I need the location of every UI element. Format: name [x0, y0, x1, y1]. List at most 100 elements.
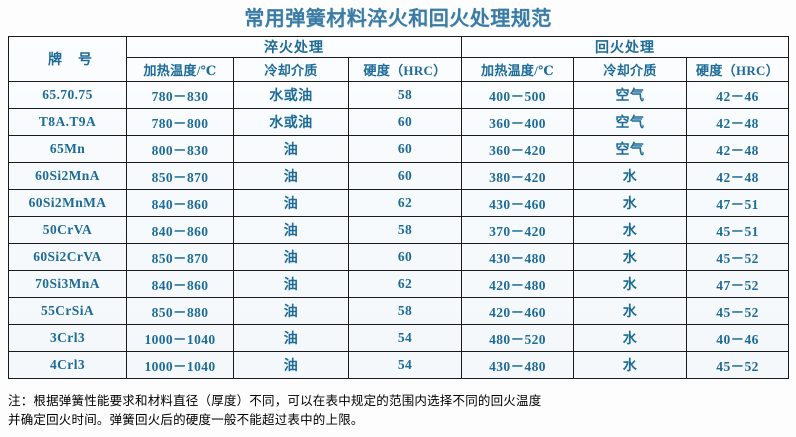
cell-quench-temp: 840－860 [126, 216, 234, 244]
cell-temper-medium: 空气 [573, 108, 688, 136]
cell-quench-medium: 油 [233, 243, 349, 271]
cell-brand: 50CrVA [8, 216, 127, 244]
cell-temper-temp: 400－500 [461, 81, 575, 109]
table-row: 70Si3MnA 840－860 油 62 420－480 水 47－52 [8, 270, 790, 298]
cell-temper-medium: 水 [573, 189, 688, 217]
cell-quench-medium: 水或油 [233, 108, 349, 136]
cell-temper-medium: 水 [573, 216, 688, 244]
cell-quench-hardness: 60 [347, 162, 463, 190]
cell-temper-temp: 360－420 [461, 135, 575, 163]
cell-temper-medium: 水 [573, 243, 688, 271]
footnote-line-2: 并确定回火时间。弹簧回火后的硬度一般不能超过表中的上限。 [8, 413, 364, 427]
cell-temper-temp: 430－480 [461, 243, 575, 271]
cell-quench-medium: 油 [233, 135, 349, 163]
table-sub-header-row: 加热温度/℃ 冷却介质 硬度（HRC） 加热温度/℃ 冷却介质 硬度（HRC） [9, 57, 790, 82]
cell-brand: 60Si2MnMA [8, 189, 127, 217]
cell-quench-hardness: 58 [347, 216, 463, 244]
cell-brand: 60Si2MnA [8, 162, 127, 190]
table-row: 65Mn 800－830 油 60 360－420 空气 42－48 [8, 135, 790, 163]
cell-quench-temp: 850－870 [126, 243, 234, 271]
cell-quench-temp: 850－880 [126, 297, 234, 325]
cell-quench-temp: 850－870 [126, 162, 234, 190]
table-row: 60Si2MnMA 840－860 油 62 430－460 水 47－51 [8, 189, 790, 217]
column-header-temper-temp: 加热温度/℃ [461, 57, 575, 82]
cell-temper-hardness: 45－52 [686, 297, 790, 325]
cell-temper-hardness: 47－51 [686, 189, 790, 217]
cell-quench-hardness: 60 [347, 243, 463, 271]
table-row: 3Crl3 1000－1040 油 54 480－520 水 40－46 [8, 324, 790, 352]
cell-quench-medium: 油 [233, 189, 349, 217]
cell-quench-hardness: 60 [347, 135, 463, 163]
cell-quench-medium: 油 [233, 270, 349, 298]
cell-temper-hardness: 45－51 [686, 216, 790, 244]
cell-quench-medium: 油 [233, 324, 349, 352]
cell-temper-hardness: 45－52 [686, 243, 790, 271]
column-header-quench-medium: 冷却介质 [233, 57, 349, 82]
cell-temper-medium: 水 [573, 162, 688, 190]
cell-brand: 55CrSiA [8, 297, 127, 325]
cell-brand: 4Crl3 [8, 351, 127, 379]
column-header-quench-temp: 加热温度/℃ [126, 57, 234, 82]
table-row: 65.70.75 780－830 水或油 58 400－500 空气 42－46 [8, 81, 790, 109]
cell-brand: 3Crl3 [8, 324, 127, 352]
cell-quench-temp: 840－860 [126, 270, 234, 298]
table-row: 50CrVA 840－860 油 58 370－420 水 45－51 [8, 216, 790, 244]
table-body: 65.70.75 780－830 水或油 58 400－500 空气 42－46 T8A.T9… [8, 81, 790, 379]
cell-quench-hardness: 60 [347, 108, 463, 136]
cell-brand: T8A.T9A [8, 108, 127, 136]
cell-temper-hardness: 47－52 [686, 270, 790, 298]
cell-temper-hardness: 42－48 [686, 162, 790, 190]
cell-temper-temp: 420－460 [461, 297, 575, 325]
cell-quench-temp: 840－860 [126, 189, 234, 217]
cell-temper-hardness: 42－48 [686, 135, 790, 163]
table-row: T8A.T9A 780－800 水或油 60 360－400 空气 42－48 [8, 108, 790, 136]
cell-temper-temp: 420－480 [461, 270, 575, 298]
cell-temper-temp: 430－480 [461, 351, 575, 379]
cell-brand: 65Mn [8, 135, 127, 163]
cell-temper-hardness: 42－46 [686, 81, 790, 109]
spring-heat-treatment-table-wrapper: 牌 号 淬火处理 回火处理 加热温度/℃ 冷却介质 硬度（HRC） 加热温度/℃… [8, 36, 790, 379]
cell-quench-hardness: 54 [347, 324, 463, 352]
table-head: 牌 号 淬火处理 回火处理 加热温度/℃ 冷却介质 硬度（HRC） 加热温度/℃… [8, 36, 790, 82]
cell-quench-medium: 水或油 [233, 81, 349, 109]
cell-temper-temp: 370－420 [461, 216, 575, 244]
cell-brand: 60Si2CrVA [8, 243, 127, 271]
footnote-line-1: 注：根据弹簧性能要求和材料直径（厚度）不同，可以在表中规定的范围内选择不同的回火… [8, 394, 542, 408]
cell-temper-medium: 水 [573, 270, 688, 298]
column-group-tempering: 回火处理 [461, 36, 790, 58]
cell-brand: 70Si3MnA [8, 270, 127, 298]
cell-temper-hardness: 42－48 [686, 108, 790, 136]
table-row: 4Crl3 1000－1040 油 54 430－480 水 45－52 [8, 351, 790, 379]
cell-quench-hardness: 54 [347, 351, 463, 379]
cell-temper-medium: 水 [573, 351, 688, 379]
cell-temper-medium: 空气 [573, 81, 688, 109]
column-header-brand: 牌 号 [8, 36, 127, 82]
cell-temper-medium: 水 [573, 324, 688, 352]
column-header-temper-medium: 冷却介质 [573, 57, 688, 82]
table-footnote: 注：根据弹簧性能要求和材料直径（厚度）不同，可以在表中规定的范围内选择不同的回火… [8, 392, 788, 430]
cell-quench-medium: 油 [233, 351, 349, 379]
cell-quench-medium: 油 [233, 297, 349, 325]
table-row: 55CrSiA 850－880 油 58 420－460 水 45－52 [8, 297, 790, 325]
cell-quench-temp: 780－800 [126, 108, 234, 136]
cell-temper-medium: 水 [573, 297, 688, 325]
cell-quench-temp: 1000－1040 [126, 351, 234, 379]
table-row: 60Si2MnA 850－870 油 60 380－420 水 42－48 [8, 162, 790, 190]
cell-temper-hardness: 45－52 [686, 351, 790, 379]
cell-temper-temp: 480－520 [461, 324, 575, 352]
cell-quench-hardness: 62 [347, 270, 463, 298]
cell-quench-medium: 油 [233, 162, 349, 190]
cell-quench-hardness: 58 [347, 81, 463, 109]
spring-heat-treatment-table: 牌 号 淬火处理 回火处理 加热温度/℃ 冷却介质 硬度（HRC） 加热温度/℃… [8, 36, 790, 379]
page-title: 常用弹簧材料淬火和回火处理规范 [244, 8, 552, 30]
column-header-temper-hardness: 硬度（HRC） [686, 57, 790, 82]
cell-quench-temp: 800－830 [126, 135, 234, 163]
cell-quench-hardness: 58 [347, 297, 463, 325]
cell-temper-hardness: 40－46 [686, 324, 790, 352]
column-group-quenching: 淬火处理 [125, 36, 463, 58]
column-header-quench-hardness: 硬度（HRC） [347, 57, 463, 82]
table-row: 60Si2CrVA 850－870 油 60 430－480 水 45－52 [8, 243, 790, 271]
cell-temper-temp: 430－460 [461, 189, 575, 217]
cell-temper-temp: 360－400 [461, 108, 575, 136]
